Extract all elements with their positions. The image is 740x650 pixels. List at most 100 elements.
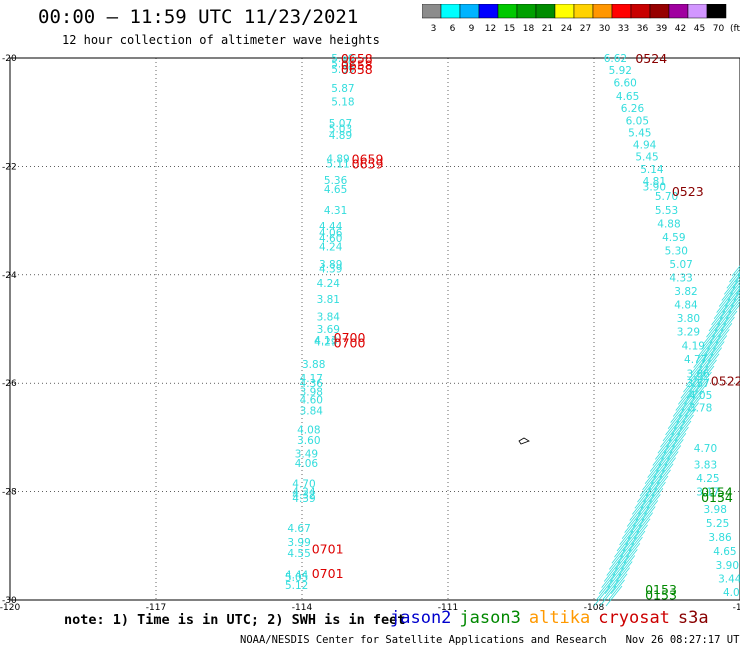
- track-mark: [735, 275, 740, 283]
- track-mark: [619, 524, 636, 546]
- track-mark: [718, 286, 736, 307]
- wave-height-label: 5.36: [324, 175, 348, 187]
- track-mark: [701, 329, 718, 350]
- track-mark: [699, 347, 716, 368]
- pass-time-label: 0659: [352, 157, 384, 172]
- plot-frame: [9, 57, 740, 601]
- colorbar-label: 3: [431, 24, 437, 34]
- wave-height-label: 5.25: [706, 518, 729, 530]
- wave-height-label: 3.44: [718, 573, 740, 585]
- colorbar-label: 9: [469, 24, 475, 34]
- track-mark: [713, 329, 730, 350]
- colorbar-label: 36: [637, 24, 649, 34]
- track-mark: [627, 518, 645, 540]
- wave-height-label: 4.67: [287, 523, 310, 535]
- track-mark: [648, 469, 665, 491]
- chart-title: 00:00 – 11:59 UTC 11/23/2021: [38, 6, 359, 28]
- track-mark: [683, 371, 700, 393]
- track-mark: [726, 271, 740, 289]
- wave-height-label: 4.29: [314, 336, 337, 348]
- wave-height-label: 6.62: [604, 53, 627, 65]
- wave-height-label: 5.70: [655, 191, 678, 203]
- wave-height-label: 5.59: [331, 58, 354, 70]
- track-mark: [661, 451, 679, 472]
- track-mark: [673, 408, 691, 430]
- pass-time-label: 0701: [312, 566, 344, 581]
- wave-height-label: 4.36: [300, 378, 324, 390]
- wave-height-label: 6.26: [621, 103, 645, 115]
- track-mark: [719, 298, 737, 320]
- chart-subtitle: 12 hour collection of altimeter wave hei…: [62, 33, 380, 47]
- track-mark: [727, 284, 740, 301]
- colorbar-label: 42: [675, 24, 686, 34]
- wave-height-label: 4.00: [723, 587, 740, 599]
- x-tick-label: -10: [733, 603, 740, 610]
- pass-time-label: 0659: [352, 151, 384, 166]
- track-mark: [598, 573, 616, 595]
- track-mark: [666, 426, 683, 448]
- y-tick-label: -26: [2, 379, 17, 389]
- track-mark: [615, 549, 632, 570]
- x-tick-label: -111: [438, 603, 458, 610]
- wave-height-map: -120-117-114-111-108-10 -20-22-24-26-28-…: [0, 51, 740, 610]
- track-mark: [636, 512, 653, 533]
- track-mark: [672, 396, 690, 417]
- track-mark: [696, 353, 714, 375]
- wave-height-label: 3.60: [297, 435, 320, 447]
- track-mark: [702, 353, 720, 375]
- wave-height-label: 3.90: [716, 560, 739, 572]
- track-mark: [705, 347, 722, 368]
- track-mark: [665, 414, 682, 436]
- wave-height-label: 4.39: [319, 263, 342, 275]
- wave-height-label: 4.08: [297, 424, 320, 436]
- track-mark: [722, 292, 739, 313]
- x-tick-label: -108: [584, 603, 605, 610]
- pass-time-label: 0700: [334, 330, 366, 345]
- track-mark: [622, 530, 640, 552]
- track-mark: [664, 445, 682, 466]
- wave-height-label: 4.59: [662, 232, 685, 244]
- track-mark: [731, 265, 740, 277]
- wave-height-label: 5.87: [331, 83, 354, 95]
- track-mark: [717, 304, 734, 326]
- track-mark: [697, 365, 715, 387]
- track-mark: [631, 524, 648, 546]
- track-mark: [661, 439, 678, 460]
- track-mark: [657, 432, 675, 454]
- wave-height-label: 3.57: [686, 378, 709, 390]
- track-mark: [599, 585, 617, 607]
- wave-height-label: 4.60: [300, 394, 323, 406]
- wave-height-label: 3.81: [317, 294, 340, 306]
- track-mark: [650, 463, 668, 485]
- track-mark: [610, 573, 628, 595]
- track-mark: [662, 420, 680, 442]
- track-mark: [647, 457, 664, 478]
- wave-height-label: 4.25: [696, 473, 719, 485]
- colorbar-label: 39: [656, 24, 668, 34]
- track-mark: [715, 322, 733, 344]
- wave-height-label: 4.60: [319, 233, 342, 245]
- track-mark: [678, 396, 696, 417]
- wave-height-label: 5.14: [640, 164, 664, 176]
- track-mark: [638, 494, 655, 515]
- track-mark: [649, 451, 667, 472]
- track-mark: [707, 329, 724, 350]
- track-mark: [663, 432, 681, 454]
- track-mark: [613, 567, 630, 588]
- track-mark: [603, 561, 621, 582]
- track-mark: [686, 377, 704, 399]
- track-mark: [698, 335, 716, 356]
- wave-height-label: 3.80: [677, 313, 700, 325]
- colorbar-label: 45: [694, 24, 705, 34]
- track-mark: [634, 487, 652, 509]
- track-mark: [691, 365, 709, 387]
- track-mark: [677, 414, 694, 436]
- track-mark: [695, 341, 713, 362]
- track-mark: [667, 439, 684, 460]
- track-mark: [670, 402, 687, 423]
- wave-height-label: 3.84: [300, 405, 324, 417]
- track-mark: [620, 536, 637, 558]
- track-mark: [672, 426, 689, 448]
